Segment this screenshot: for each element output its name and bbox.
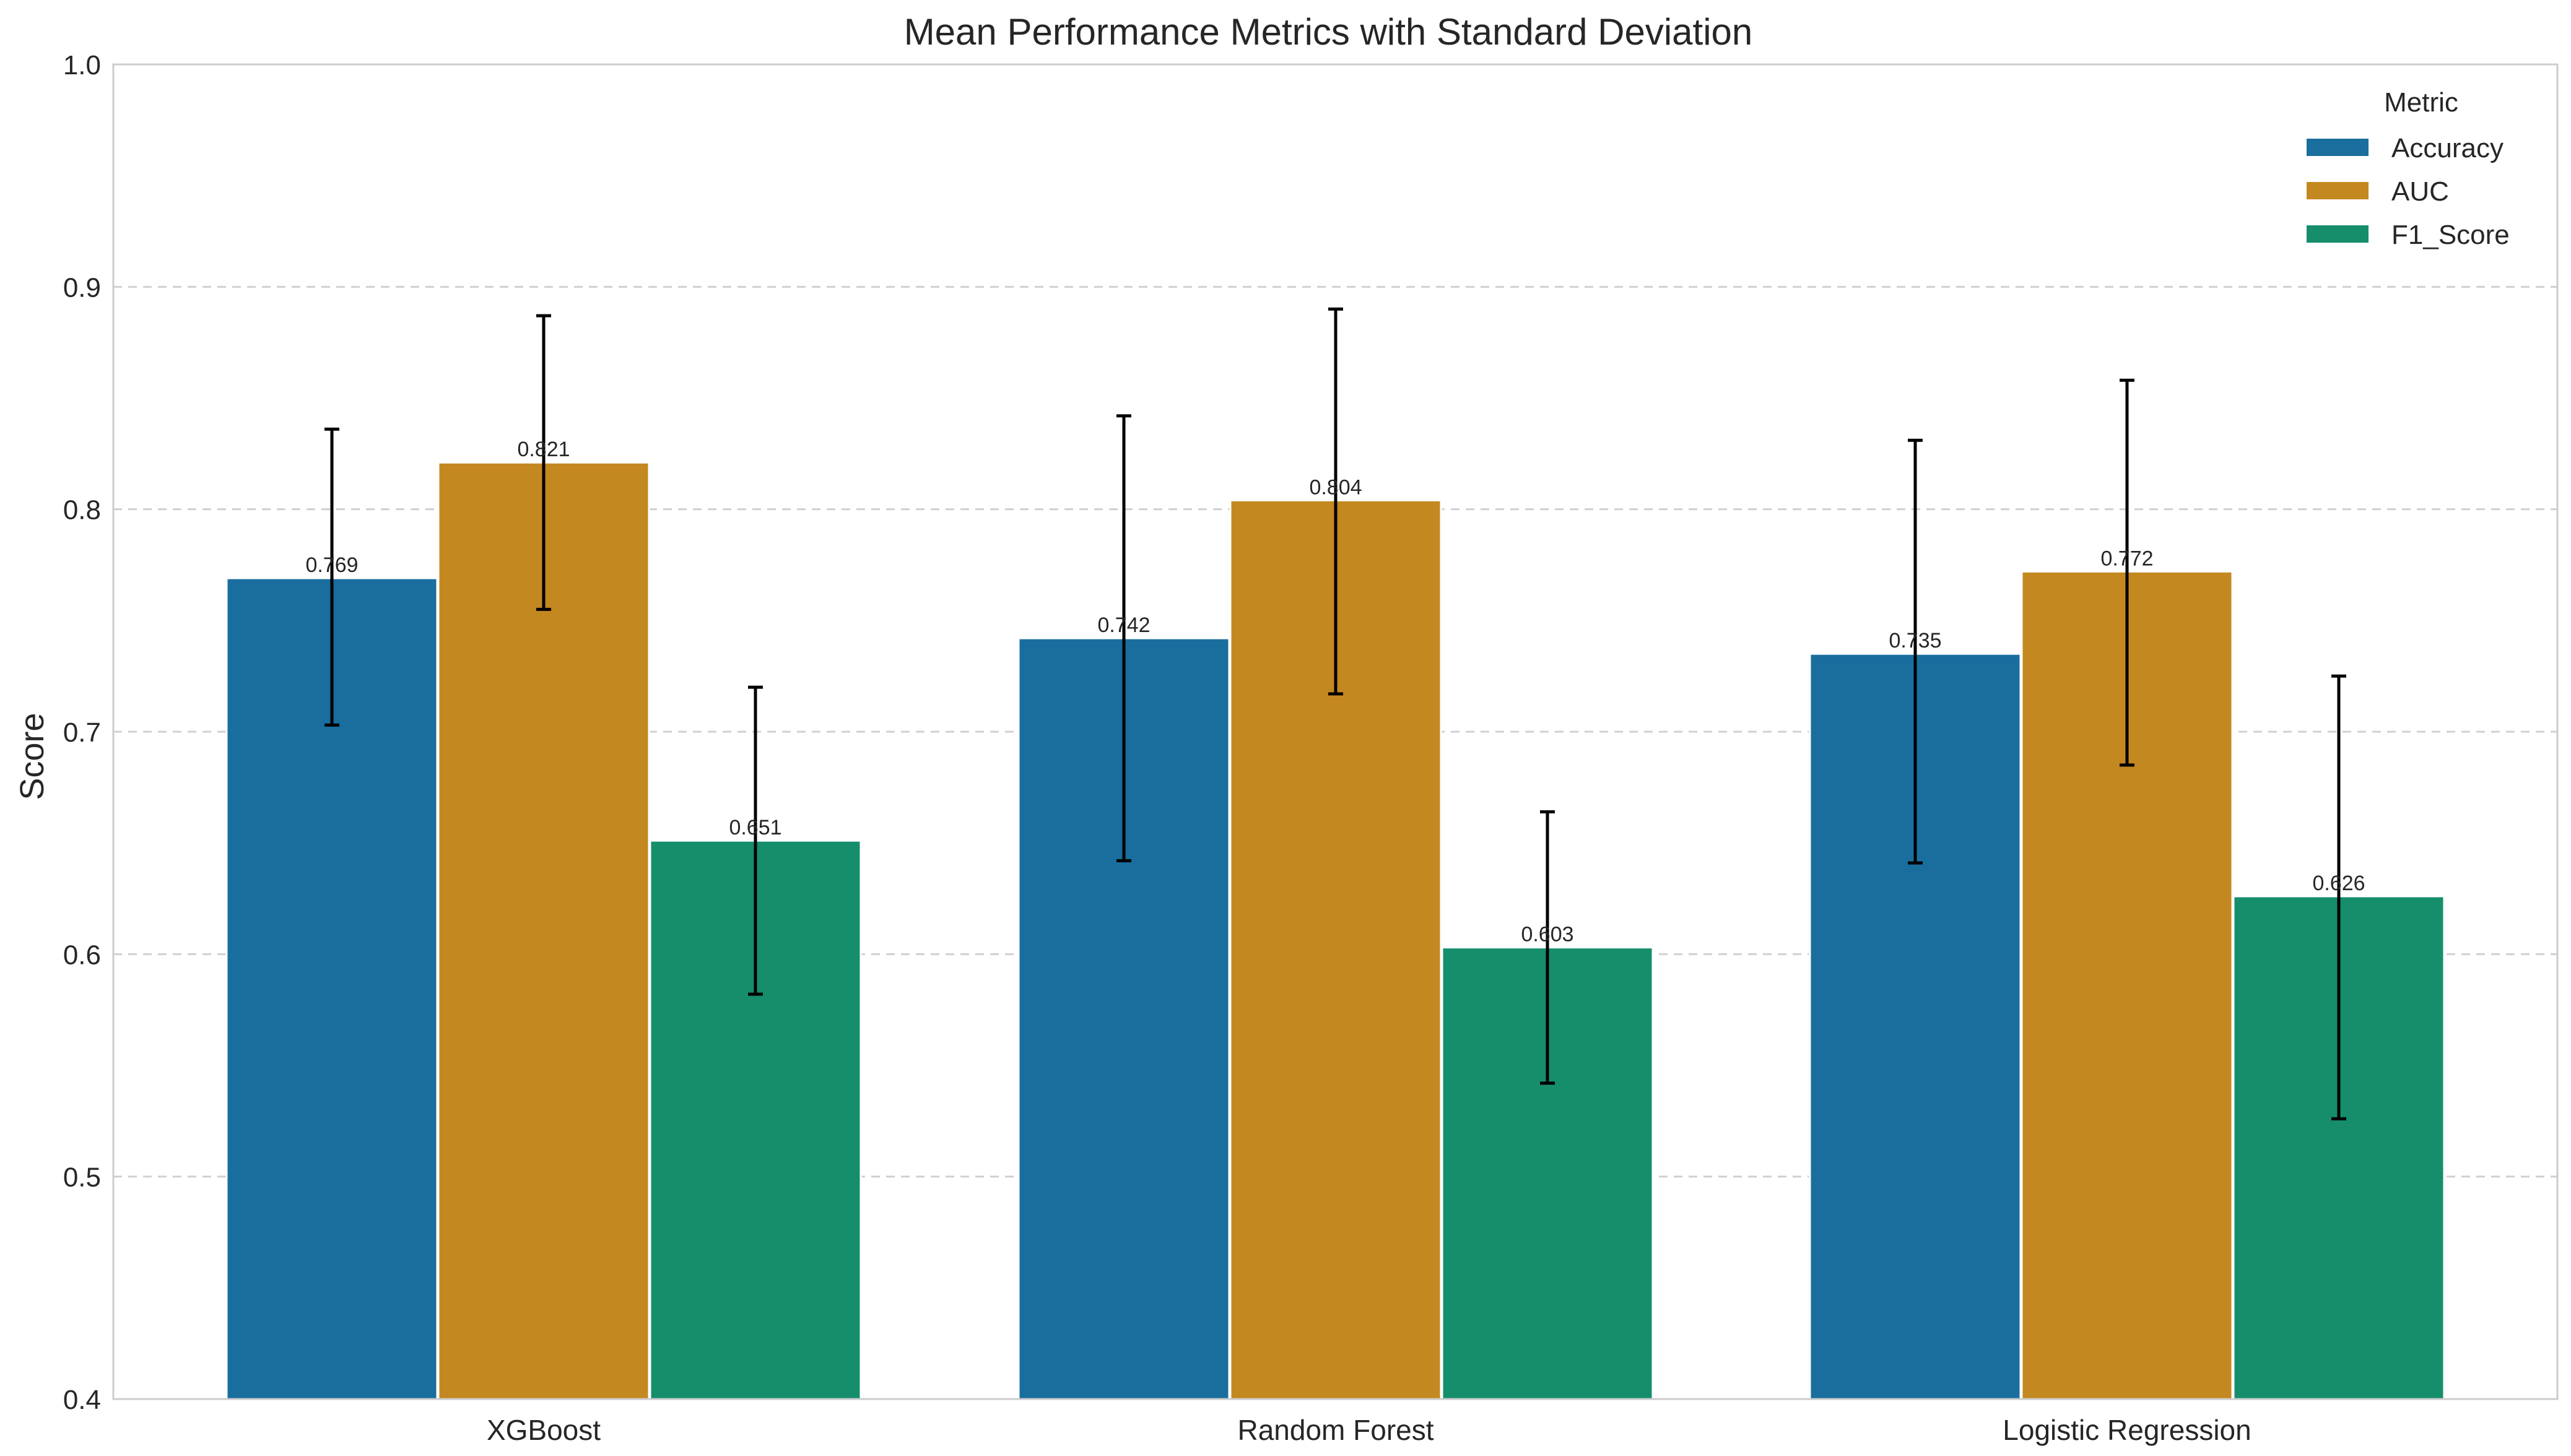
legend-title: Metric bbox=[2384, 87, 2458, 118]
y-ticks: 0.4 0.5 0.6 0.7 0.8 0.9 1.0 bbox=[63, 50, 101, 1415]
legend: Metric Accuracy AUC F1_Score bbox=[2307, 87, 2510, 250]
y-tick-label: 0.9 bbox=[63, 272, 101, 303]
bar-value-label: 0.603 bbox=[1521, 923, 1573, 947]
bar-value-label: 0.769 bbox=[305, 553, 358, 577]
chart-title: Mean Performance Metrics with Standard D… bbox=[904, 11, 1753, 53]
bar-value-label: 0.821 bbox=[517, 438, 570, 461]
x-tick-label: Random Forest bbox=[1237, 1414, 1433, 1446]
bar-value-label: 0.651 bbox=[729, 816, 781, 839]
bar-value-label: 0.626 bbox=[2312, 872, 2365, 895]
bar-value-label: 0.772 bbox=[2100, 547, 2153, 570]
legend-swatch bbox=[2307, 139, 2369, 156]
y-tick-label: 0.5 bbox=[63, 1163, 101, 1193]
value-labels: 0.769 0.742 0.735 0.821 0.804 0.772 0.651 0.603… bbox=[305, 438, 2365, 946]
y-tick-label: 0.6 bbox=[63, 940, 101, 970]
x-tick-label: XGBoost bbox=[487, 1414, 601, 1446]
x-tick-label: Logistic Regression bbox=[2003, 1414, 2251, 1446]
legend-swatch bbox=[2307, 182, 2369, 199]
x-ticks: XGBoost Random Forest Logistic Regression bbox=[487, 1414, 2251, 1446]
legend-swatch bbox=[2307, 225, 2369, 243]
y-tick-label: 0.8 bbox=[63, 495, 101, 526]
bar[interactable] bbox=[437, 461, 650, 1400]
bar-value-label: 0.804 bbox=[1309, 475, 1362, 499]
error-bars bbox=[324, 307, 2346, 1120]
legend-label: AUC bbox=[2391, 176, 2449, 207]
y-tick-label: 1.0 bbox=[63, 50, 101, 80]
bar-value-label: 0.742 bbox=[1097, 613, 1150, 637]
legend-items: Accuracy AUC F1_Score bbox=[2307, 133, 2510, 250]
legend-label: Accuracy bbox=[2391, 133, 2504, 163]
legend-label: F1_Score bbox=[2391, 220, 2510, 250]
bar-value-label: 0.735 bbox=[1889, 629, 1941, 652]
y-axis-label: Score bbox=[14, 713, 51, 800]
plot-area-frame bbox=[112, 63, 2559, 1400]
y-tick-label: 0.4 bbox=[63, 1385, 101, 1415]
y-tick-label: 0.7 bbox=[63, 717, 101, 748]
